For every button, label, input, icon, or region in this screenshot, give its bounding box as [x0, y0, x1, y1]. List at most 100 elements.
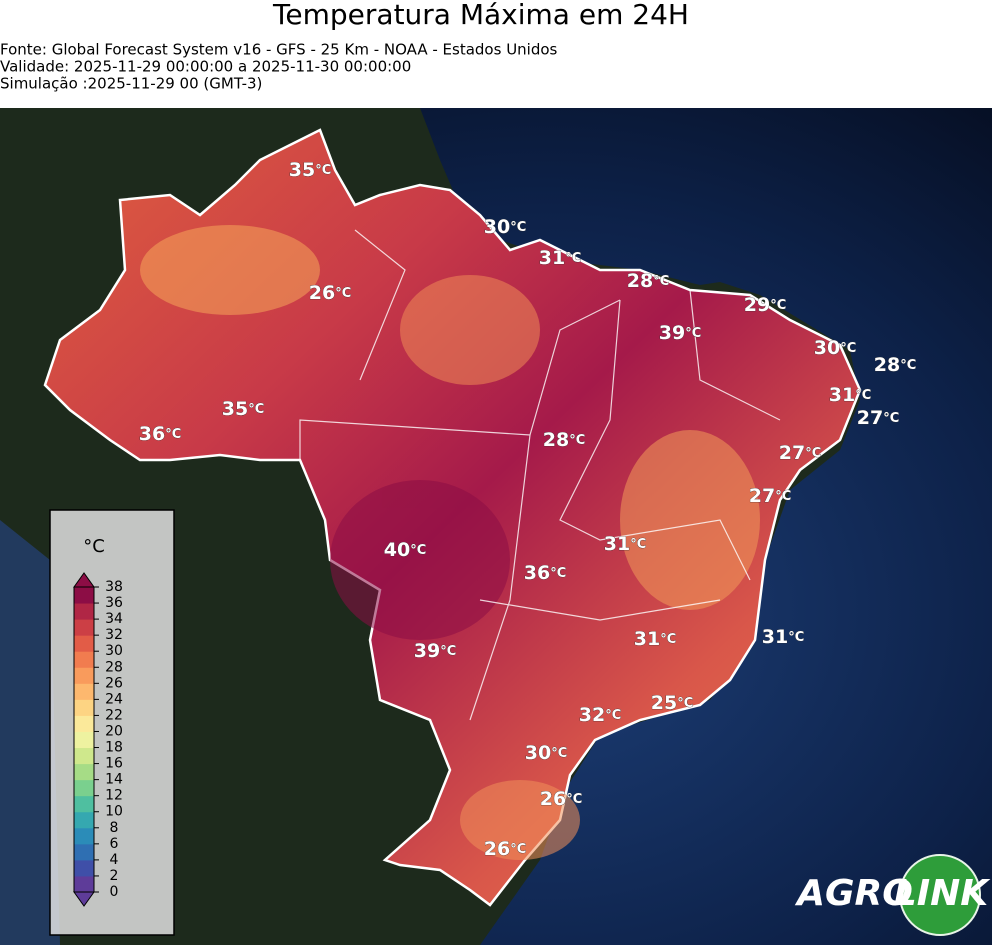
temperature-value: 31 — [604, 533, 630, 555]
temperature-label: 28°C — [874, 354, 917, 376]
colorbar-tick-label: 36 — [105, 595, 123, 611]
temperature-value: 31 — [634, 628, 660, 650]
temperature-unit: °C — [605, 708, 621, 723]
colorbar-band — [74, 763, 94, 781]
colorbar-band — [74, 811, 94, 829]
temperature-label: 30°C — [814, 337, 857, 359]
source: Fonte: Global Forecast System v16 - GFS … — [0, 41, 558, 59]
colorbar-band — [74, 667, 94, 684]
temperature-value: 27 — [749, 485, 775, 507]
colorbar-band — [74, 635, 94, 652]
temperature-unit: °C — [565, 251, 581, 266]
temperature-label: 31°C — [604, 533, 647, 555]
colorbar-tick-label: 30 — [105, 643, 123, 659]
temperature-value: 27 — [779, 442, 805, 464]
colorbar-band — [74, 603, 94, 620]
colorbar-band — [74, 827, 94, 845]
temperature-value: 28 — [543, 429, 569, 451]
colorbar-tick-label: 18 — [105, 740, 123, 756]
temperature-unit: °C — [566, 792, 582, 807]
temperature-unit: °C — [510, 220, 526, 235]
temperature-unit: °C — [653, 274, 669, 289]
colorbar-tick-label: 34 — [105, 611, 123, 627]
logo-left: AGRO — [794, 873, 913, 914]
colorbar-label: °C — [83, 536, 105, 557]
temperature-label: 31°C — [539, 247, 582, 269]
temperature-value: 28 — [627, 270, 653, 292]
temperature-unit: °C — [335, 286, 351, 301]
heat-blobs — [140, 225, 760, 860]
temperature-value: 30 — [525, 742, 551, 764]
colorbar-band — [74, 843, 94, 861]
temperature-unit: °C — [805, 446, 821, 461]
temperature-label: 31°C — [829, 384, 872, 406]
colorbar-band — [74, 859, 94, 877]
temperature-labels: 35°C30°C31°C28°C29°C26°C39°C30°C28°C31°C… — [138, 158, 917, 860]
colorbar-tick-label: 28 — [105, 659, 123, 675]
temperature-unit: °C — [770, 298, 786, 313]
colorbar-tick-label: 24 — [105, 691, 123, 707]
temperature-label: 25°C — [651, 692, 694, 714]
colorbar-tick-label: 38 — [105, 579, 123, 595]
temperature-unit: °C — [660, 632, 676, 647]
logo-right: LINK — [894, 873, 991, 914]
temperature-value: 29 — [744, 294, 770, 316]
colorbar-tick-label: 0 — [110, 884, 119, 900]
temperature-label: 36°C — [139, 423, 182, 445]
temperature-value: 31 — [762, 626, 788, 648]
validity: Validade: 2025-11-29 00:00:00 a 2025-11-… — [0, 58, 411, 76]
temperature-value: 35 — [289, 159, 315, 181]
temperature-label: 39°C — [414, 640, 457, 662]
colorbar-band — [74, 651, 94, 668]
temperature-unit: °C — [551, 746, 567, 761]
temperature-label: 31°C — [762, 626, 805, 648]
temperature-value: 35 — [222, 398, 248, 420]
temperature-unit: °C — [883, 411, 899, 426]
colorbar-band — [74, 731, 94, 749]
temperature-value: 32 — [579, 704, 605, 726]
temperature-label: 27°C — [779, 442, 822, 464]
temperature-label: 31°C — [634, 628, 677, 650]
temperature-label: 39°C — [659, 322, 702, 344]
temperature-label: 30°C — [484, 216, 527, 238]
colorbar-band — [74, 795, 94, 813]
temperature-value: 30 — [484, 216, 510, 238]
temperature-value: 36 — [524, 562, 550, 584]
header-bg — [0, 0, 992, 108]
colorbar-tick-label: 4 — [110, 852, 119, 868]
colorbar-band — [74, 875, 94, 893]
temperature-value: 39 — [414, 640, 440, 662]
temperature-unit: °C — [410, 543, 426, 558]
temperature-unit: °C — [440, 644, 456, 659]
pacific — [0, 520, 60, 945]
temperature-value: 30 — [814, 337, 840, 359]
temperature-label: 26°C — [540, 788, 583, 810]
temperature-unit: °C — [165, 427, 181, 442]
temperature-label: 32°C — [579, 704, 622, 726]
temperature-unit: °C — [569, 433, 585, 448]
state-borders — [299, 229, 781, 721]
temperature-unit: °C — [550, 566, 566, 581]
temperature-value: 31 — [539, 247, 565, 269]
temperature-value: 26 — [309, 282, 335, 304]
temperature-value: 31 — [829, 384, 855, 406]
temperature-label: 29°C — [744, 294, 787, 316]
temperature-label: 35°C — [289, 159, 332, 181]
temperature-value: 39 — [659, 322, 685, 344]
colorbar-tick-label: 6 — [110, 836, 119, 852]
temperature-unit: °C — [855, 388, 871, 403]
temperature-label: 28°C — [627, 270, 670, 292]
title: Temperatura Máxima em 24H — [272, 0, 689, 31]
temperature-label: 40°C — [384, 539, 427, 561]
temperature-label: 27°C — [749, 485, 792, 507]
colorbar-band — [74, 587, 94, 604]
temperature-value: 40 — [384, 539, 410, 561]
colorbar-box — [49, 509, 175, 936]
temperature-value: 28 — [874, 354, 900, 376]
colorbar-outline — [73, 586, 95, 893]
temperature-unit: °C — [315, 163, 331, 178]
temperature-value: 25 — [651, 692, 677, 714]
colorbar-tick-label: 26 — [105, 675, 123, 691]
